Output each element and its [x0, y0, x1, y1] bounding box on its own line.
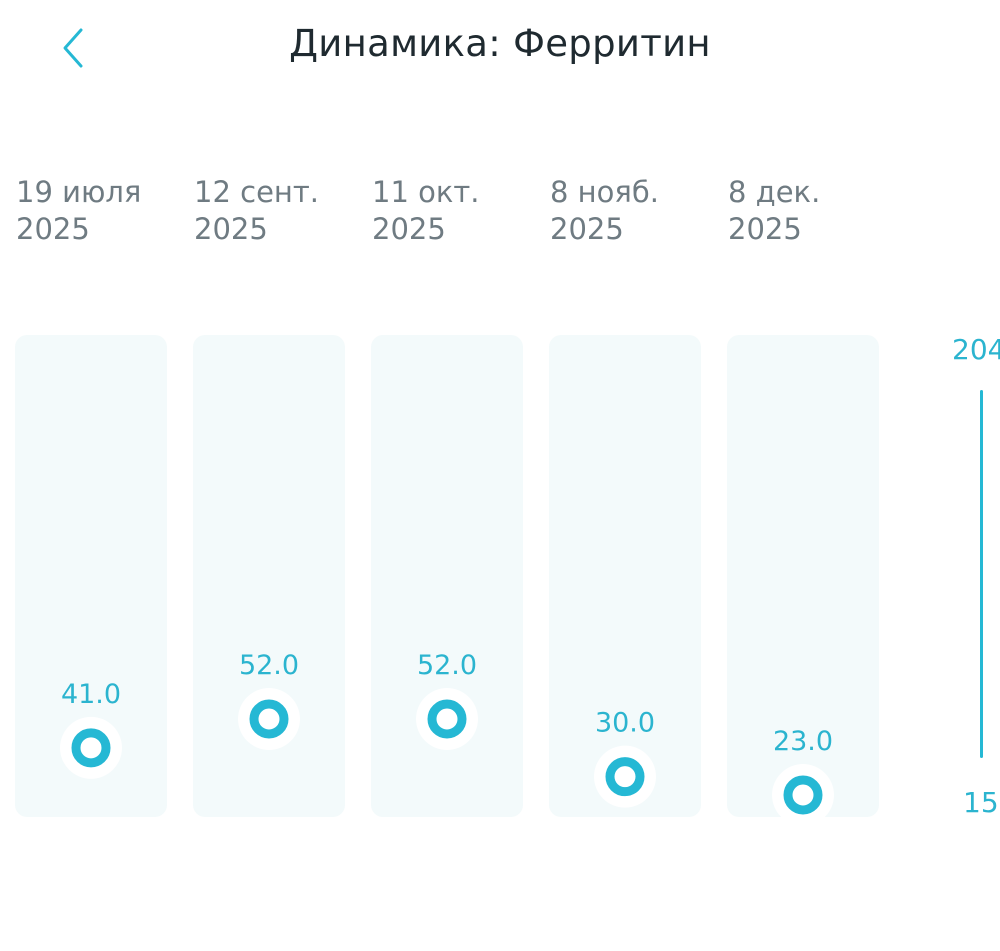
date-label-year: 2025 [194, 212, 268, 246]
date-label-day: 8 дек. [728, 175, 821, 209]
chart-column[interactable] [727, 335, 879, 817]
date-label-day: 12 сент. [194, 175, 319, 209]
page-title: Динамика: Ферритин [289, 22, 711, 65]
chart-column[interactable] [549, 335, 701, 817]
date-label: 8 нояб. 2025 [550, 174, 720, 248]
back-button[interactable] [44, 20, 100, 76]
date-label: 11 окт. 2025 [372, 174, 542, 248]
date-label-year: 2025 [550, 212, 624, 246]
date-label-year: 2025 [372, 212, 446, 246]
data-point[interactable] [249, 699, 289, 739]
date-label: 8 дек. 2025 [728, 174, 898, 248]
date-label-year: 2025 [728, 212, 802, 246]
data-value-label: 41.0 [61, 679, 121, 710]
date-label-day: 8 нояб. [550, 175, 659, 209]
data-point[interactable] [605, 757, 645, 797]
data-value-label: 30.0 [595, 708, 655, 739]
data-value-label: 52.0 [417, 650, 477, 681]
date-label: 12 сент. 2025 [194, 174, 364, 248]
date-label-year: 2025 [16, 212, 90, 246]
data-point[interactable] [71, 728, 111, 768]
chevron-left-icon [63, 28, 83, 68]
y-axis-max-label: 204 [952, 333, 1000, 366]
date-label: 19 июля 2025 [16, 174, 186, 248]
date-label-day: 19 июля [16, 175, 142, 209]
date-label-day: 11 окт. [372, 175, 480, 209]
y-axis-line [980, 390, 983, 758]
data-point[interactable] [783, 775, 823, 815]
data-value-label: 52.0 [239, 650, 299, 681]
data-value-label: 23.0 [773, 726, 833, 757]
y-axis-min-label: 15 [963, 786, 999, 819]
data-point[interactable] [427, 699, 467, 739]
